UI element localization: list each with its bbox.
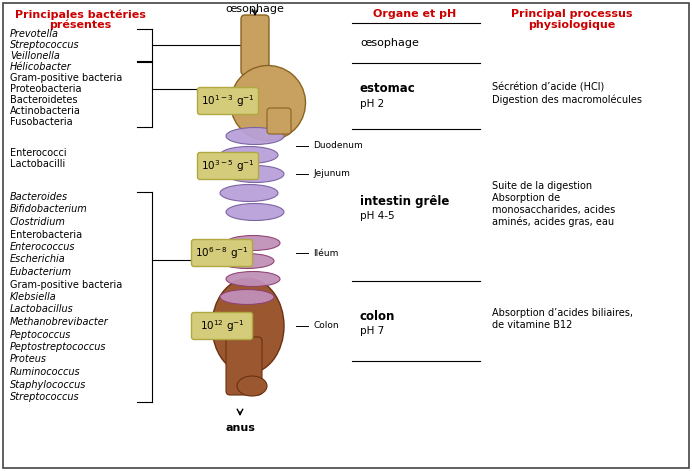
Text: Lactobacilli: Lactobacilli <box>10 159 65 169</box>
Text: Fusobacteria: Fusobacteria <box>10 117 73 127</box>
Ellipse shape <box>220 185 278 202</box>
Text: aminés, acides gras, eau: aminés, acides gras, eau <box>492 217 614 227</box>
Text: pH 7: pH 7 <box>360 326 384 336</box>
Ellipse shape <box>226 203 284 220</box>
Ellipse shape <box>226 165 284 182</box>
Text: pH 4-5: pH 4-5 <box>360 211 394 221</box>
Text: présentes: présentes <box>49 20 111 31</box>
Ellipse shape <box>226 236 280 251</box>
Text: anus: anus <box>225 423 255 433</box>
FancyBboxPatch shape <box>192 239 253 267</box>
FancyBboxPatch shape <box>192 312 253 340</box>
Ellipse shape <box>226 271 280 286</box>
Text: Peptococcus: Peptococcus <box>10 330 71 340</box>
Text: Hélicobacter: Hélicobacter <box>10 62 72 72</box>
Ellipse shape <box>226 128 284 145</box>
Ellipse shape <box>212 278 284 374</box>
Text: Organe et pH: Organe et pH <box>374 9 457 19</box>
Text: Absorption de: Absorption de <box>492 193 560 203</box>
Text: pH 2: pH 2 <box>360 99 384 109</box>
FancyBboxPatch shape <box>241 15 269 75</box>
Text: physiologique: physiologique <box>529 20 616 30</box>
Text: Suite de la digestion: Suite de la digestion <box>492 181 592 191</box>
Text: Lactobacillus: Lactobacillus <box>10 304 74 315</box>
Text: Enterobacteria: Enterobacteria <box>10 229 82 239</box>
Text: Streptococcus: Streptococcus <box>10 40 80 50</box>
Text: Absorption d’acides biliaires,: Absorption d’acides biliaires, <box>492 308 633 318</box>
Text: Principales bactéries: Principales bactéries <box>15 9 145 19</box>
Text: $10^{12}$ g$^{-1}$: $10^{12}$ g$^{-1}$ <box>199 318 244 334</box>
Text: Escherichia: Escherichia <box>10 254 66 265</box>
Text: Prevotella: Prevotella <box>10 29 59 39</box>
Text: Duodenum: Duodenum <box>313 141 363 151</box>
Text: Proteobacteria: Proteobacteria <box>10 84 82 94</box>
FancyBboxPatch shape <box>197 88 259 114</box>
Text: Bifidobacterium: Bifidobacterium <box>10 204 88 214</box>
Text: Jejunum: Jejunum <box>313 170 350 179</box>
Text: œsophage: œsophage <box>226 4 284 14</box>
Ellipse shape <box>230 65 305 140</box>
Text: colon: colon <box>360 309 395 323</box>
Text: de vitamine B12: de vitamine B12 <box>492 320 572 330</box>
Text: Gram-positive bacteria: Gram-positive bacteria <box>10 279 122 290</box>
Text: Proteus: Proteus <box>10 355 47 365</box>
Text: Ruminococcus: Ruminococcus <box>10 367 81 377</box>
FancyBboxPatch shape <box>267 108 291 134</box>
Text: Streptococcus: Streptococcus <box>10 392 80 402</box>
Text: Bacteroides: Bacteroides <box>10 192 68 202</box>
Text: Sécrétion d’acide (HCl): Sécrétion d’acide (HCl) <box>492 83 604 93</box>
Text: $10^{3-5}$ g$^{-1}$: $10^{3-5}$ g$^{-1}$ <box>201 158 255 174</box>
Text: Peptostreptococcus: Peptostreptococcus <box>10 342 107 352</box>
Text: Actinobacteria: Actinobacteria <box>10 106 81 116</box>
Text: Klebsiella: Klebsiella <box>10 292 57 302</box>
Text: Clostridium: Clostridium <box>10 217 66 227</box>
FancyBboxPatch shape <box>226 337 262 395</box>
Text: $10^{6-8}$ g$^{-1}$: $10^{6-8}$ g$^{-1}$ <box>195 245 249 261</box>
Ellipse shape <box>237 376 267 396</box>
Text: Bacteroidetes: Bacteroidetes <box>10 95 78 105</box>
Text: $10^{1-3}$ g$^{-1}$: $10^{1-3}$ g$^{-1}$ <box>201 93 255 109</box>
Text: Methanobrevibacter: Methanobrevibacter <box>10 317 109 327</box>
Text: intestin grêle: intestin grêle <box>360 195 449 208</box>
Text: monosaccharides, acides: monosaccharides, acides <box>492 205 615 215</box>
Text: œsophage: œsophage <box>360 38 419 48</box>
FancyBboxPatch shape <box>197 153 259 179</box>
Text: Eubacterium: Eubacterium <box>10 267 72 277</box>
Text: Principal processus: Principal processus <box>511 9 632 19</box>
Ellipse shape <box>220 253 274 268</box>
Text: Veillonella: Veillonella <box>10 51 60 61</box>
Text: Iléum: Iléum <box>313 249 338 258</box>
Ellipse shape <box>220 290 274 304</box>
Ellipse shape <box>220 146 278 163</box>
Text: Gram-positive bacteria: Gram-positive bacteria <box>10 73 122 83</box>
Text: Colon: Colon <box>313 322 338 331</box>
Text: Digestion des macromolécules: Digestion des macromolécules <box>492 95 642 105</box>
Text: Staphylococcus: Staphylococcus <box>10 380 86 390</box>
Text: Enterococci: Enterococci <box>10 148 66 158</box>
Text: estomac: estomac <box>360 82 416 96</box>
Text: Enterococcus: Enterococcus <box>10 242 75 252</box>
